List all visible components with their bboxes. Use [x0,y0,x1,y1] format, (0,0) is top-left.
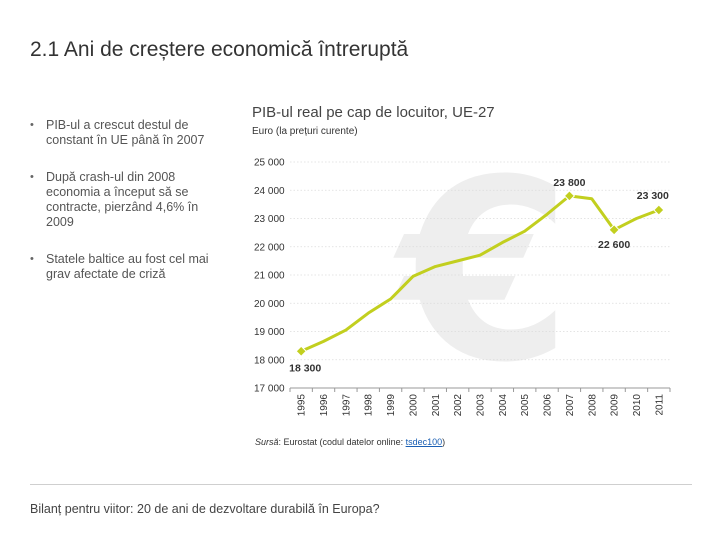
data-point-marker [563,190,576,202]
y-tick-label: 18 000 [254,355,285,366]
data-point-marker [653,204,665,216]
x-tick-label: 1998 [364,394,375,417]
bullet-text: Statele baltice au fost cel mai grav afe… [46,252,209,281]
y-tick-label: 21 000 [254,271,285,282]
data-point-marker [295,345,307,357]
bullet-icon: • [30,171,34,183]
footer-divider [30,484,692,485]
y-tick-label: 24 000 [254,186,285,197]
source-note: Sursă: Eurostat (codul datelor online: t… [255,437,445,447]
bullet-text: După crash-ul din 2008 economia a începu… [46,170,199,229]
y-tick-label: 20 000 [254,299,285,310]
euro-icon: € [393,150,572,417]
x-tick-label: 2008 [587,394,598,417]
gdp-line-chart: €17 000 18 000 19 000 20 000 21 000 22 000 23 … [254,150,671,417]
data-point-marker [608,224,620,236]
chart-subtitle: Euro (la prețuri curente) [252,126,358,137]
bullet-item: • PIB-ul a crescut destul de constant în … [30,118,225,148]
bullet-item: • Statele baltice au fost cel mai grav af… [30,252,225,282]
x-tick-label: 2004 [498,394,509,417]
title-number: 2.1 [30,38,60,61]
x-tick-label: 2000 [408,394,419,417]
x-tick-label: 1995 [297,394,308,417]
source-end: ) [442,437,446,447]
x-tick-label: 1997 [341,394,352,417]
title-text: Ani de creștere economică întreruptă [63,38,409,61]
data-label: 22 600 [598,239,630,251]
y-tick-label: 23 000 [254,214,285,225]
source-link[interactable]: tsdec100 [405,437,443,447]
chart-title: PIB-ul real pe cap de locuitor, UE-27 [252,104,495,121]
x-tick-label: 2006 [543,394,554,417]
gdp-series-line [300,194,660,353]
data-label: 23 300 [637,190,669,202]
x-tick-label: 2001 [431,394,442,417]
x-tick-label: 2003 [476,394,487,417]
y-tick-label: 19 000 [254,327,285,338]
x-tick-label: 2005 [520,394,531,417]
bullet-icon: • [30,253,34,265]
bullet-list: • PIB-ul a crescut destul de constant în … [30,118,225,304]
y-tick-label: 22 000 [254,242,285,253]
bullet-item: • După crash-ul din 2008 economia a încep… [30,170,225,230]
x-tick-label: 2007 [565,394,576,417]
x-tick-label: 2011 [654,394,665,416]
source-text: : Eurostat (codul datelor online: [278,437,406,447]
page-title: 2.1 Ani de creștere economică întreruptă [30,38,408,62]
x-tick-label: 2009 [610,394,621,417]
source-label: Sursă [255,437,279,447]
data-label: 18 300 [289,362,321,374]
x-tick-label: 1999 [386,394,397,417]
x-tick-label: 1996 [319,394,330,417]
y-tick-label: 25 000 [254,158,285,169]
x-tick-label: 2002 [453,394,464,417]
data-label: 23 800 [553,177,585,189]
y-tick-label: 17 000 [254,384,285,395]
bullet-icon: • [30,119,34,131]
footer-text: Bilanț pentru viitor: 20 de ani de dezvo… [30,502,380,516]
x-tick-label: 2010 [632,394,643,417]
bullet-text: PIB-ul a crescut destul de constant în U… [46,118,205,147]
